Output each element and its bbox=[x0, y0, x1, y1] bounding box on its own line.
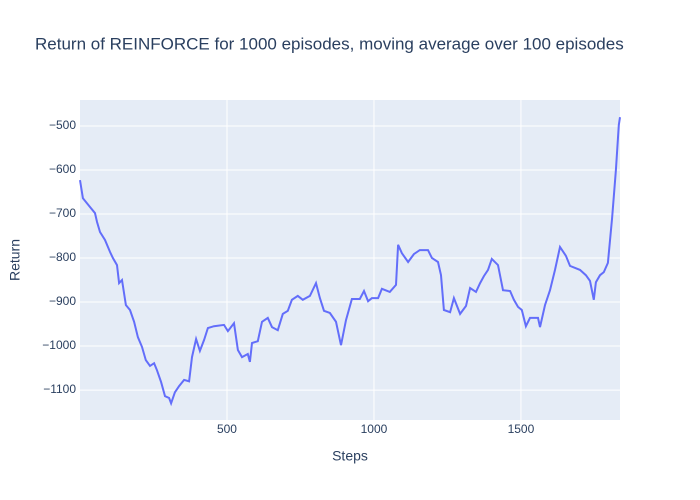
y-tick-label: −900 bbox=[49, 294, 76, 308]
y-tick-label: −600 bbox=[49, 162, 76, 176]
y-tick-label: −800 bbox=[49, 250, 76, 264]
y-tick-label: −1100 bbox=[43, 382, 76, 396]
x-tick-label: 500 bbox=[217, 422, 237, 436]
x-axis-title: Steps bbox=[332, 448, 368, 464]
y-axis-title: Return bbox=[7, 239, 23, 281]
data-line bbox=[79, 117, 621, 407]
y-tick-label: −1000 bbox=[42, 338, 76, 352]
x-tick-label: 1000 bbox=[361, 422, 388, 436]
plot-area bbox=[80, 100, 620, 420]
y-tick-label: −700 bbox=[49, 206, 76, 220]
chart-title: Return of REINFORCE for 1000 episodes, m… bbox=[35, 34, 624, 53]
x-tick-label: 1500 bbox=[508, 422, 535, 436]
y-tick-label: −500 bbox=[49, 118, 76, 132]
